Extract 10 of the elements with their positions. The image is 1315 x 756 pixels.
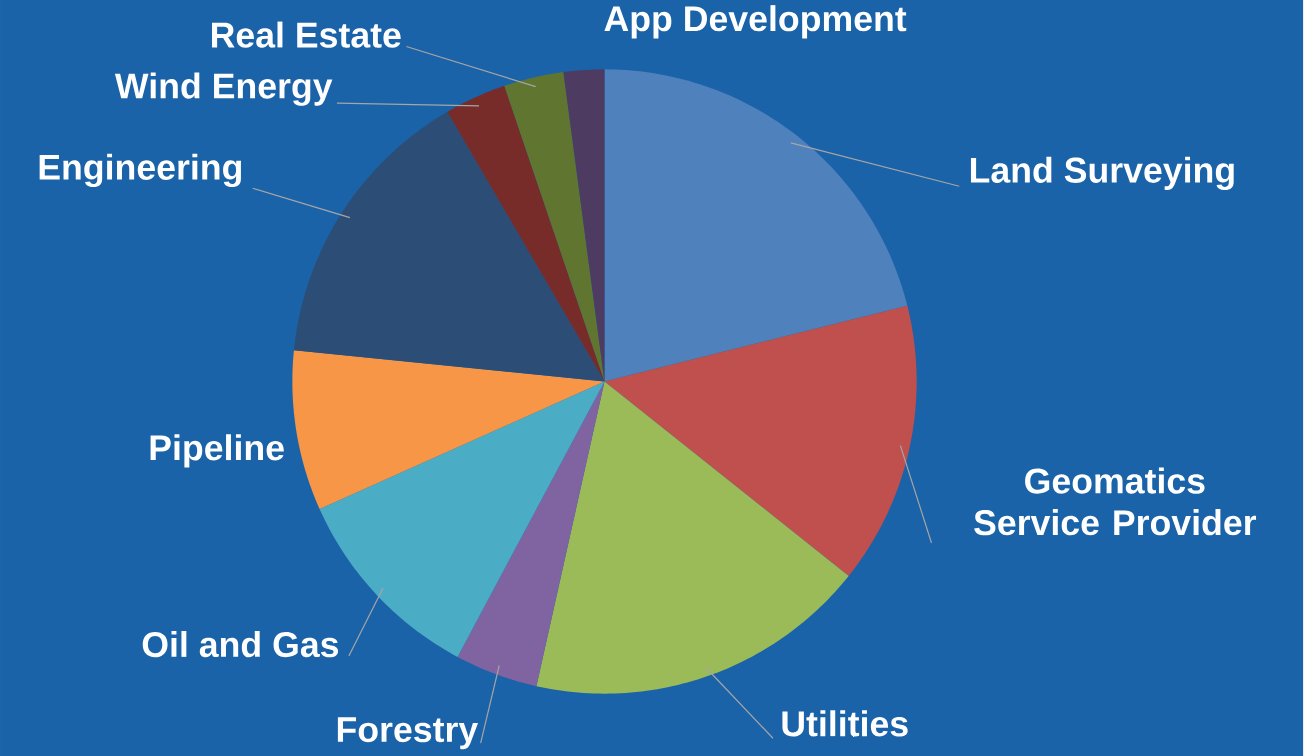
slice-label: Oil and Gas [142, 630, 339, 658]
slice-label: Engineering [39, 153, 242, 188]
slice-label: App Development [604, 5, 907, 39]
slice-label: Wind Energy [114, 72, 333, 106]
slice-label: Land Surveying [970, 156, 1234, 191]
slice-label: Real Estate [211, 21, 401, 48]
slice-label: Forestry [337, 717, 479, 750]
slice-label: Pipeline [150, 434, 284, 468]
slice-label: Geomatics Service Provider [974, 467, 1257, 536]
slice-label: Utilities [782, 710, 908, 737]
